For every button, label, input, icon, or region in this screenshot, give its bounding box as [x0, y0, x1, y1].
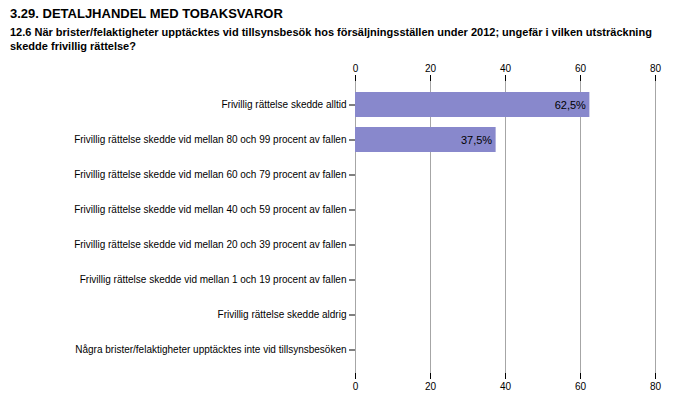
svg-text:0: 0: [353, 380, 359, 391]
svg-text:Frivillig rättelse skedde vid: Frivillig rättelse skedde vid mellan 60 …: [74, 169, 346, 180]
html-text:12.6 När brister/felaktigheter: 12.6 När brister/felaktigheter upptäckte…: [10, 26, 652, 53]
svg-text:Frivillig rättelse skedde allt: Frivillig rättelse skedde alltid: [221, 99, 346, 110]
svg-text:60: 60: [575, 380, 587, 391]
svg-text:80: 80: [650, 380, 662, 391]
svg-text:Frivillig rättelse skedde vid: Frivillig rättelse skedde vid mellan 40 …: [74, 204, 346, 215]
svg-text:40: 40: [500, 380, 512, 391]
svg-text:Några brister/felaktigheter up: Några brister/felaktigheter upptäcktes i…: [75, 344, 346, 355]
svg-text:20: 20: [425, 62, 437, 73]
svg-text:60: 60: [575, 62, 587, 73]
html-text:3.29. DETALJHANDEL MED TOBAKSV: 3.29. DETALJHANDEL MED TOBAKSVAROR: [10, 6, 283, 21]
svg-text:Frivillig rättelse skedde vid: Frivillig rättelse skedde vid mellan 20 …: [74, 239, 346, 250]
svg-text:0: 0: [353, 62, 359, 73]
svg-text:20: 20: [425, 380, 437, 391]
svg-text:Frivillig rättelse skedde vid: Frivillig rättelse skedde vid mellan 1 o…: [80, 274, 347, 285]
svg-text:37,5%: 37,5%: [461, 133, 492, 145]
svg-text:Frivillig rättelse skedde aldr: Frivillig rättelse skedde aldrig: [218, 309, 347, 320]
svg-text:80: 80: [650, 62, 662, 73]
svg-text:Frivillig rättelse skedde vid: Frivillig rättelse skedde vid mellan 80 …: [74, 134, 346, 145]
svg-text:40: 40: [500, 62, 512, 73]
svg-text:62,5%: 62,5%: [555, 98, 586, 110]
